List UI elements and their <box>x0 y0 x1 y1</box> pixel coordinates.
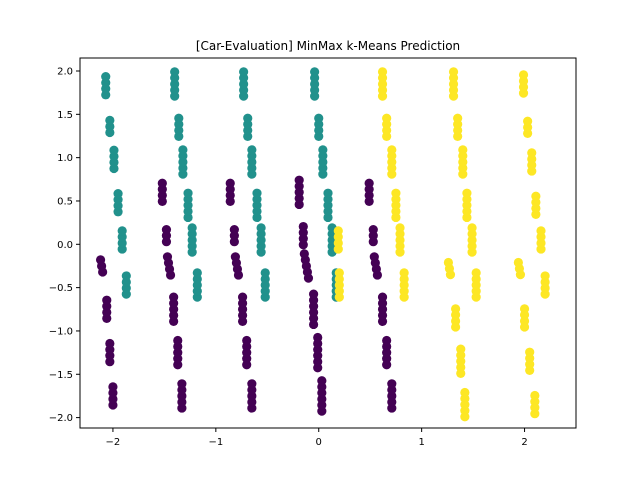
x-tick-label: 0 <box>316 437 322 448</box>
scatter-point <box>229 224 239 235</box>
scatter-point <box>247 145 257 155</box>
scatter-point <box>314 113 324 123</box>
scatter-point <box>451 304 461 314</box>
scatter-point <box>518 70 529 80</box>
y-tick-label: −1.0 <box>49 326 73 337</box>
scatter-point <box>531 191 541 201</box>
scatter-point <box>102 295 112 305</box>
scatter-point <box>399 268 409 278</box>
scatter-point <box>242 335 252 346</box>
scatter-point <box>170 67 180 77</box>
scatter-point <box>364 178 374 188</box>
scatter-point <box>247 379 257 389</box>
scatter-point <box>462 188 472 198</box>
scatter-point <box>334 268 344 278</box>
scatter-point <box>95 255 106 265</box>
scatter-point <box>260 268 270 278</box>
scatter-point <box>299 249 309 259</box>
scatter-point <box>458 145 468 155</box>
scatter-point <box>225 178 235 188</box>
scatter-point <box>530 390 540 401</box>
y-tick-label: −2.0 <box>49 413 73 424</box>
scatter-point <box>318 145 328 155</box>
scatter-point <box>256 223 266 233</box>
y-tick-label: −0.5 <box>49 283 73 294</box>
scatter-point <box>456 344 466 354</box>
scatter-point <box>105 338 115 349</box>
scatter-point <box>333 226 343 236</box>
scatter-point <box>536 226 546 236</box>
scatter-point <box>382 335 392 346</box>
scatter-point <box>105 115 115 125</box>
y-tick-label: 1.0 <box>57 153 73 164</box>
scatter-point <box>323 188 333 198</box>
scatter-point <box>109 145 119 155</box>
scatter-point <box>395 223 405 233</box>
scatter-point <box>443 257 453 268</box>
points-layer <box>95 67 550 422</box>
y-axis: −2.0 −1.5 −1.0 −0.5 0.0 0.5 1.0 1.5 2.0 <box>49 66 80 424</box>
x-tick-label: 2 <box>521 437 527 448</box>
y-tick-label: 0.5 <box>57 196 73 207</box>
scatter-point <box>527 148 537 158</box>
axes-frame <box>79 57 577 429</box>
x-axis: −2 −1 0 1 2 <box>106 428 528 448</box>
scatter-point <box>308 289 319 299</box>
y-tick-label: −1.5 <box>49 370 73 381</box>
scatter-point <box>368 224 378 235</box>
scatter-point <box>519 304 530 314</box>
scatter-point <box>391 188 401 198</box>
scatter-point <box>252 188 262 198</box>
scatter-point <box>387 145 397 155</box>
scatter-point <box>239 67 249 77</box>
scatter-point <box>187 223 197 233</box>
scatter-point <box>101 72 111 82</box>
scatter-point <box>174 113 184 123</box>
scatter-point <box>317 376 327 386</box>
scatter-point <box>298 221 308 232</box>
scatter-point <box>294 175 304 185</box>
y-tick-label: 2.0 <box>57 66 73 77</box>
scatter-point <box>313 332 323 343</box>
scatter-point <box>471 268 481 278</box>
scatter-point <box>460 387 470 398</box>
scatter-point <box>178 145 188 155</box>
scatter-point <box>382 113 392 123</box>
scatter-point <box>108 382 118 392</box>
scatter-point <box>192 268 202 278</box>
scatter-point <box>173 335 183 346</box>
scatter-point <box>525 347 535 357</box>
scatter-point <box>177 379 187 389</box>
scatter-point <box>237 292 248 302</box>
chart-title: [Car-Evaluation] MinMax k-Means Predicti… <box>196 39 460 53</box>
scatter-point <box>162 252 173 262</box>
scatter-point <box>523 116 533 126</box>
scatter-point <box>161 224 172 235</box>
scatter-point <box>448 67 459 77</box>
scatter-point <box>377 67 388 77</box>
x-tick-label: −1 <box>208 437 223 448</box>
scatter-point <box>387 379 397 389</box>
scatter-point <box>117 226 127 236</box>
scatter-point <box>467 223 477 233</box>
scatter-point <box>113 189 123 199</box>
scatter-point <box>121 271 131 281</box>
scatter-point <box>157 178 167 188</box>
scatter-point <box>453 113 463 123</box>
scatter-point <box>377 292 388 302</box>
scatter-point <box>169 292 179 302</box>
scatter-point <box>243 113 253 123</box>
scatter-point <box>310 67 320 77</box>
scatter-point <box>540 271 550 281</box>
scatter-point <box>230 252 240 262</box>
scatter-point <box>183 188 193 198</box>
y-tick-label: 1.5 <box>57 110 73 121</box>
x-tick-label: −2 <box>106 437 121 448</box>
scatter-point <box>513 257 523 268</box>
y-tick-label: 0.0 <box>57 240 73 251</box>
x-tick-label: 1 <box>418 437 424 448</box>
scatter-point <box>369 252 379 262</box>
